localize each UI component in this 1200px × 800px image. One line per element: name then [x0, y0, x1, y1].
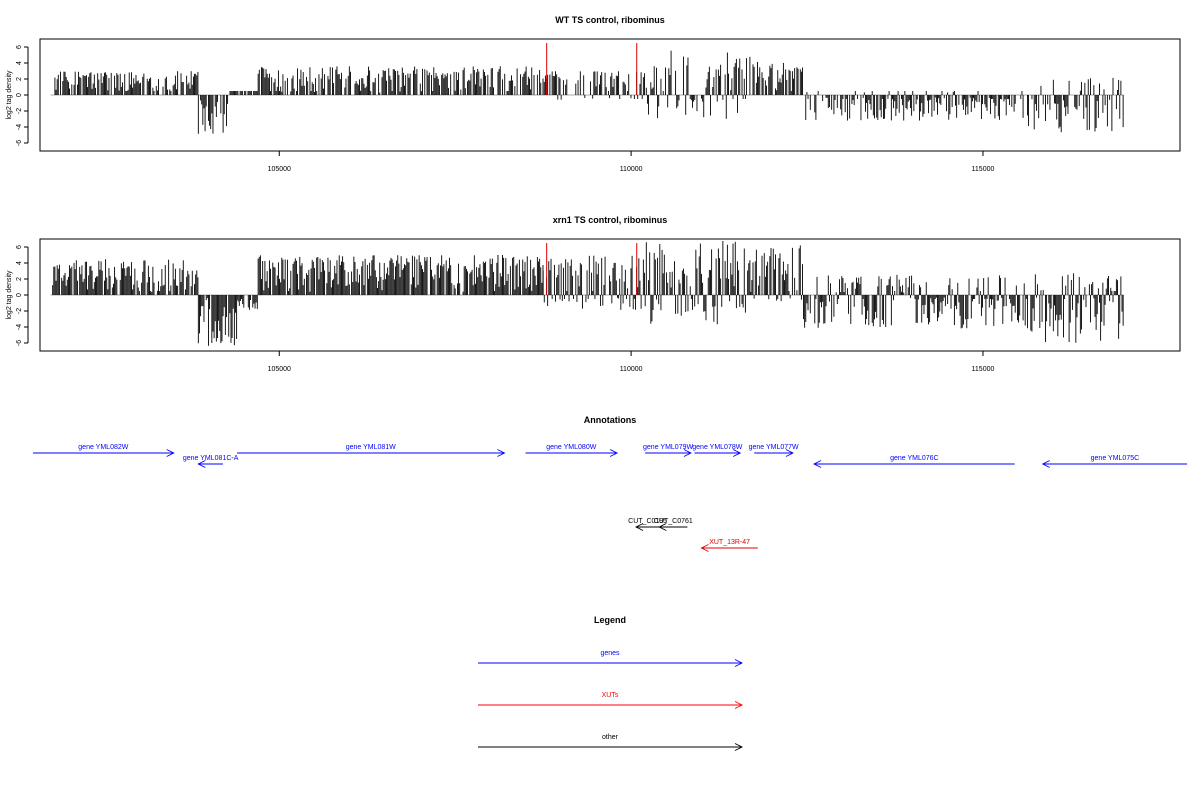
feature-label: gene YML082W: [78, 444, 128, 451]
x-tick-label: 115000: [972, 166, 995, 173]
y-tick-label: -2: [16, 108, 23, 114]
feature-label: gene YML079W: [643, 444, 693, 451]
feature-arrowhead: [658, 523, 667, 531]
feature-arrowhead: [732, 449, 742, 457]
feature-arrowhead: [683, 449, 692, 457]
xrn1-plot-frame: [39, 238, 1181, 352]
wt-track-title: WT TS control, ribominus: [555, 15, 665, 25]
wt-plot-frame: [39, 38, 1181, 152]
x-tick-label: 110000: [620, 366, 643, 373]
legend-item-arrowhead: [734, 701, 744, 709]
feature-arrowhead: [785, 449, 794, 457]
legend-item-label: XUTs: [602, 692, 619, 699]
feature-arrowhead: [166, 449, 175, 457]
feature-arrowhead: [497, 449, 506, 457]
feature-arrowhead: [609, 449, 619, 457]
feature-arrowhead: [1041, 460, 1050, 468]
xrn1-bars: [50, 241, 1124, 346]
wt-track-panel: WT TS control, ribominus log2 tag densit…: [6, 15, 1181, 173]
feature-label: gene YML075C: [1091, 455, 1140, 462]
y-tick-label: -6: [16, 340, 23, 346]
x-tick-label: 105000: [268, 166, 291, 173]
feature-label: CUT_C0761: [654, 518, 693, 525]
feature-label: gene YML077W: [749, 444, 799, 451]
y-tick-label: -4: [16, 324, 23, 330]
x-tick-label: 115000: [972, 366, 995, 373]
y-tick-label: -6: [16, 140, 23, 146]
y-tick-label: 0: [16, 293, 23, 297]
xrn1-y-axis-label: log2 tag density: [6, 270, 13, 320]
legend-panel: Legend genes XUTs other: [478, 615, 744, 751]
y-tick-label: 0: [16, 93, 23, 97]
xrn1-track-title: xrn1 TS control, ribominus: [553, 215, 668, 225]
wt-axes: 6 4 2 0 -2 -4 -6 105000 110000 115000: [16, 45, 994, 173]
x-tick-label: 105000: [268, 366, 291, 373]
y-tick-label: 4: [16, 61, 23, 65]
y-tick-label: 6: [16, 45, 23, 49]
feature-arrowhead: [635, 523, 644, 531]
xrn1-axes: 6 4 2 0 -2 -4 -6 105000 110000 115000: [16, 245, 994, 373]
legend-item-arrowhead: [734, 659, 744, 667]
wt-y-axis-label: log2 tag density: [6, 70, 13, 120]
feature-label: gene YML081W: [346, 444, 396, 451]
feature-label: XUT_13R-47: [709, 539, 750, 546]
wt-bars: [50, 43, 1124, 134]
feature-arrowhead: [700, 544, 709, 552]
feature-arrowhead: [813, 460, 822, 468]
feature-arrowhead: [197, 460, 206, 468]
legend-items: genes XUTs other: [478, 650, 744, 751]
xrn1-track-panel: xrn1 TS control, ribominus log2 tag dens…: [6, 215, 1181, 373]
feature-label: gene YML080W: [546, 444, 596, 451]
feature-label: CUT_C0195: [628, 518, 667, 525]
y-tick-label: 2: [16, 277, 23, 281]
legend-item-label: other: [602, 734, 619, 741]
legend-item-label: genes: [600, 650, 620, 657]
y-tick-label: 4: [16, 261, 23, 265]
annotations-title: Annotations: [584, 415, 637, 425]
feature-arrows: gene YML082W gene YML081C-A gene YML081W ge…: [32, 444, 1188, 552]
y-tick-label: 6: [16, 245, 23, 249]
y-tick-label: -4: [16, 124, 23, 130]
y-tick-label: -2: [16, 308, 23, 314]
feature-label: gene YML076C: [890, 455, 939, 462]
feature-label: gene YML078W: [692, 444, 742, 451]
feature-label: gene YML081C-A: [183, 455, 239, 462]
x-tick-label: 110000: [620, 166, 643, 173]
y-tick-label: 2: [16, 77, 23, 81]
legend-title: Legend: [594, 615, 626, 625]
legend-item-arrowhead: [734, 743, 744, 751]
